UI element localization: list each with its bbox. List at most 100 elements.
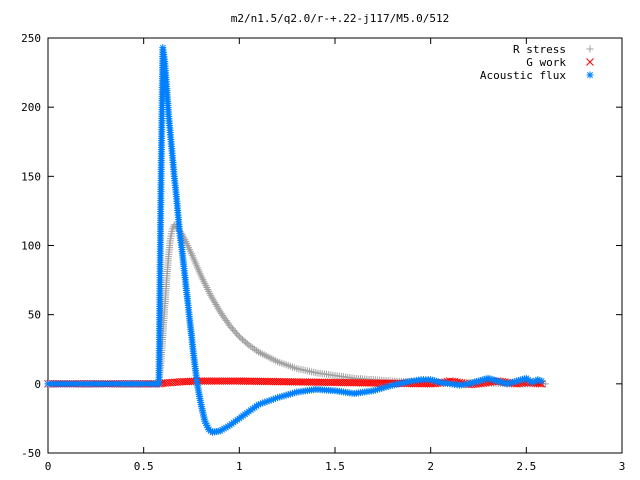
data-point [204,423,212,431]
x-tick-label: 2.5 [516,460,536,473]
data-point [203,421,211,429]
data-point [509,378,517,386]
data-point [243,340,251,348]
y-tick-label: 100 [21,240,41,253]
data-point [486,375,494,383]
data-point [259,399,267,407]
data-point [254,401,262,409]
y-tick-label: 50 [28,309,41,322]
data-point [374,386,382,394]
series-layer [44,44,549,436]
data-point [216,427,224,435]
data-point [201,417,209,425]
legend-label: R stress [513,43,566,56]
data-point [475,377,482,385]
data-point [530,378,538,386]
data-point [507,379,515,387]
data-point [532,377,540,385]
data-point [490,376,498,384]
data-point [515,377,523,385]
data-point [265,397,273,405]
data-point [503,380,511,388]
data-point [369,387,377,395]
data-point [427,376,435,384]
legend-marker [586,45,594,53]
y-tick-label: 150 [21,170,41,183]
data-point [465,380,473,388]
x-tick-label: 0 [45,460,52,473]
data-point [380,384,388,392]
data-point [501,379,509,387]
data-point [282,391,290,399]
data-point [274,394,282,402]
data-point [278,392,286,400]
x-tick-label: 3 [619,460,626,473]
data-point [467,379,475,387]
data-point [234,331,242,339]
data-point [541,380,549,388]
data-point [480,375,488,383]
data-point [492,377,500,385]
data-point [218,426,226,434]
data-point [378,384,386,392]
data-point [494,377,502,385]
data-point [284,391,292,399]
data-point [224,422,232,430]
data-point [488,375,496,383]
data-point [520,375,528,383]
legend-marker [586,58,594,66]
y-tick-label: 0 [34,378,41,391]
x-tick-label: 1.5 [325,460,345,473]
data-point [263,398,271,406]
data-point [220,425,228,433]
data-point [288,389,296,397]
data-point [291,389,299,397]
data-point [280,392,288,400]
data-point [513,377,521,385]
data-point [434,378,442,386]
data-point [276,393,284,401]
data-point [471,378,479,386]
data-point [476,377,484,385]
x-tick-label: 1 [236,460,243,473]
data-point [429,376,437,384]
axes: 0 0.5 1 1.5 2 2.5 3 -50 0 50 100 150 200 250 [21,32,625,473]
legend-marker [586,71,594,79]
data-point [430,377,438,385]
y-tick-label: -50 [21,447,41,460]
data-point [267,396,275,404]
y-tick-label: 200 [21,101,41,114]
data-point [257,400,265,408]
data-point [432,377,440,385]
legend-label: G work [526,56,566,69]
data-point [261,398,269,406]
x-tick-label: 2 [427,460,434,473]
series-r-stress [44,221,549,388]
legend-label: Acoustic flux [480,69,566,82]
data-point [286,390,294,398]
data-point [202,419,210,427]
data-point [384,382,392,390]
data-point [386,382,394,390]
data-point [534,376,542,384]
data-point [538,377,546,385]
data-point [473,378,481,386]
data-point [382,383,390,391]
data-point [271,394,279,402]
data-point [222,424,230,432]
data-point [478,376,486,384]
data-point [499,379,507,387]
data-point [496,378,504,386]
data-point [371,386,379,394]
data-point [511,378,519,386]
chart-title: m2/n1.5/q2.0/r-+.22-j117/M5.0/512 [231,12,450,25]
data-point [484,374,492,382]
data-point [497,378,505,386]
data-point [505,379,513,387]
series-acoustic-flux [44,44,546,436]
data-point [482,375,490,383]
y-tick-label: 250 [21,32,41,45]
data-point [376,385,384,393]
